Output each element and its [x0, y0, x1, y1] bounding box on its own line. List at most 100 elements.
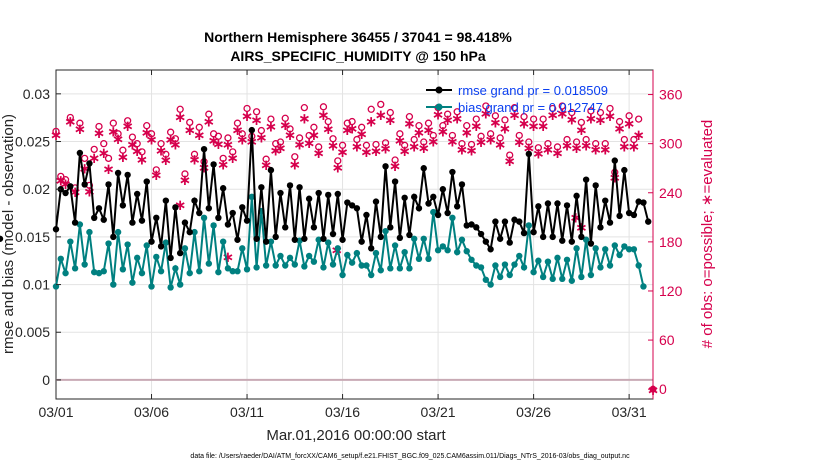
obs-possible-point	[166, 128, 175, 136]
x-tick-label: 03/26	[516, 404, 551, 420]
obs-evaluated-point: ∗	[413, 123, 426, 141]
obs-evaluated-point: ∗	[499, 119, 512, 137]
bias-point	[559, 275, 566, 283]
obs-evaluated-point: ∗	[470, 117, 483, 135]
obs-possible-point	[310, 123, 318, 131]
obs-possible-point	[138, 148, 146, 156]
obs-possible-point	[539, 115, 547, 123]
rmse-point	[539, 233, 547, 241]
obs-evaluated-point: ∗	[312, 144, 325, 162]
bias-point	[377, 267, 384, 274]
bias-point	[129, 279, 136, 286]
obs-evaluated-point: ∗	[54, 172, 67, 190]
rmse-point	[506, 239, 513, 246]
obs-evaluated-point: ∗	[107, 123, 120, 141]
bias-point	[539, 273, 547, 281]
bias-point	[358, 262, 365, 269]
obs-possible-point	[358, 123, 366, 131]
bias-point	[248, 193, 256, 201]
obs-evaluated-point: ∗	[604, 107, 617, 125]
obs-possible-point	[587, 107, 595, 115]
rmse-point	[95, 205, 103, 212]
obs-possible-point	[420, 138, 428, 146]
obs-evaluated-point: ∗	[566, 110, 579, 128]
x-tick-label: 03/11	[230, 404, 264, 420]
bias-point	[625, 246, 633, 253]
obs-evaluated-point: ∗	[193, 126, 206, 144]
rmse-point	[62, 189, 69, 197]
obs-evaluated-point: ∗	[188, 150, 201, 168]
y-tick-label: 0.025	[15, 134, 50, 150]
bias-point	[449, 214, 456, 222]
bias-point	[635, 262, 642, 269]
obs-possible-point	[100, 140, 108, 148]
bias-point	[415, 255, 423, 263]
x-tick-label: 03/16	[325, 404, 360, 420]
rmse-point	[348, 202, 356, 209]
bias-point	[124, 241, 131, 248]
rmse-point	[530, 228, 537, 236]
obs-evaluated-point: ∗	[594, 111, 607, 129]
bias-point	[105, 240, 112, 247]
obs-evaluated-point: ∗	[346, 119, 359, 137]
obs-possible-point	[386, 108, 394, 117]
obs-possible-point	[128, 133, 137, 141]
obs-evaluated-point: ∗	[250, 111, 263, 129]
bias-point	[616, 251, 623, 259]
bias-point	[511, 261, 518, 268]
rmse-point	[200, 145, 208, 153]
obs-evaluated-point: ∗	[112, 130, 125, 148]
rmse-point	[468, 221, 475, 228]
rmse-point	[568, 238, 576, 245]
rmse-point	[167, 254, 174, 262]
bias-point	[148, 283, 155, 290]
rmse-point	[258, 184, 265, 191]
obs-evaluated-point: ∗	[64, 113, 77, 131]
y2-axis-label: # of obs: o=possible; ∗=evaluated	[699, 120, 716, 349]
bias-point	[396, 265, 404, 272]
y-tick-label: 0.03	[23, 86, 50, 102]
bias-point	[535, 257, 542, 264]
rmse-point	[305, 195, 313, 202]
obs-possible-point	[372, 140, 380, 149]
rmse-point	[645, 218, 652, 225]
rmse-point	[640, 199, 647, 206]
obs-possible-point	[544, 140, 552, 148]
obs-possible-point	[162, 150, 170, 158]
legend: rmse grand pr = 0.018509 bias grand pr =…	[426, 83, 608, 115]
obs-evaluated-point: ∗	[74, 120, 87, 138]
rmse-point	[449, 168, 456, 176]
obs-possible-point	[252, 108, 261, 116]
obs-evaluated-point: ∗	[97, 144, 110, 162]
bias-point	[348, 259, 356, 266]
bias-point	[191, 228, 198, 236]
rmse-point	[463, 222, 470, 229]
obs-possible-point	[506, 151, 514, 159]
obs-possible-point	[276, 138, 285, 146]
bias-point	[219, 238, 227, 245]
obs-possible-point	[486, 130, 495, 138]
obs-evaluated-point: ∗	[126, 136, 139, 154]
bias-point	[630, 246, 638, 253]
obs-possible-point	[582, 135, 590, 144]
obs-evaluated-point: ∗	[203, 113, 216, 131]
rmse-point	[91, 214, 98, 222]
x-axis-label: Mar.01,2016 00:00:00 start	[266, 427, 446, 444]
obs-evaluated-point: ∗	[164, 131, 177, 149]
obs-evaluated-point: ∗	[355, 125, 368, 143]
rmse-point	[635, 198, 642, 205]
obs-possible-point	[525, 138, 533, 146]
bias-point	[606, 262, 614, 269]
x-tick-label: 03/01	[38, 404, 73, 420]
bias-point	[573, 245, 580, 252]
obs-evaluated-point: ∗	[179, 171, 192, 189]
y2-tick-label: 240	[659, 185, 683, 201]
rmse-point	[425, 200, 432, 207]
legend-bias-marker	[435, 103, 443, 111]
data-file-footer: data file: /Users/raeder/DAI/ATM_forcXX/…	[190, 453, 630, 460]
rmse-point	[606, 219, 614, 226]
bias-point	[62, 269, 69, 277]
obs-possible-point	[257, 126, 266, 135]
obs-possible-point	[463, 122, 471, 130]
rmse-point	[301, 235, 308, 242]
